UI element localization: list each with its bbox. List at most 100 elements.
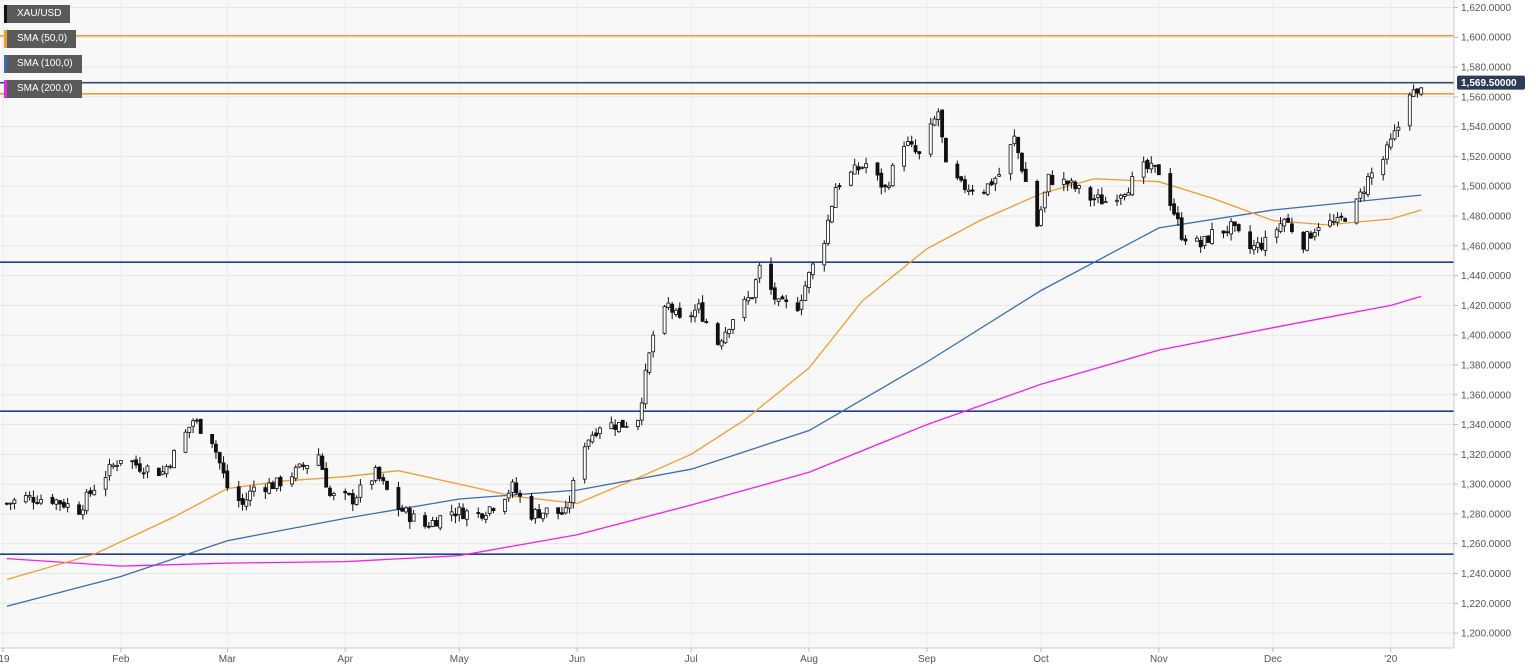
candle-body — [1419, 87, 1424, 95]
candle-body — [1381, 159, 1386, 176]
candle-body — [1073, 181, 1078, 190]
y-tick-label: 1,480.0000 — [1461, 212, 1511, 223]
candle-body — [563, 507, 568, 514]
candle-body — [784, 299, 789, 302]
candle-body — [107, 463, 112, 477]
candle-body — [1385, 144, 1389, 160]
candle-body — [1061, 178, 1066, 185]
candle-body — [970, 189, 975, 192]
candle-body — [1236, 224, 1241, 232]
y-tick-label: 1,360.0000 — [1461, 390, 1511, 401]
last-price-box — [1457, 75, 1525, 90]
y-tick-label: 1,400.0000 — [1461, 331, 1511, 342]
candle-body — [1259, 242, 1264, 250]
candle-body — [1225, 231, 1230, 234]
y-tick-label: 1,560.0000 — [1461, 92, 1511, 103]
candle-body — [118, 460, 123, 464]
candle-body — [1415, 88, 1420, 94]
candle-body — [23, 495, 28, 503]
legend-item-sma-50[interactable]: SMA (50,0) — [4, 30, 82, 48]
candle-body — [1358, 191, 1363, 199]
candle-body — [350, 493, 355, 505]
candle-body — [267, 482, 272, 494]
candle-body — [271, 482, 275, 490]
legend-item-sma-100[interactable]: SMA (100,0) — [4, 55, 82, 73]
candle-body — [400, 507, 405, 512]
candle-body — [928, 123, 933, 155]
candle-body — [917, 151, 922, 155]
legend-swatch-sma-200 — [4, 80, 7, 98]
candle-body — [483, 515, 488, 520]
candle-body — [807, 272, 811, 288]
legend-item-symbol[interactable]: XAU/USD — [4, 5, 82, 23]
candle-body — [746, 297, 751, 302]
candle-body — [506, 492, 511, 499]
candle-body — [274, 477, 279, 489]
candle-body — [567, 501, 572, 509]
candle-body — [198, 418, 203, 434]
candle-body — [852, 164, 857, 175]
candle-body — [168, 465, 173, 468]
candle-body — [385, 480, 389, 490]
legend-item-sma-200[interactable]: SMA (200,0) — [4, 80, 82, 98]
y-tick-label: 1,380.0000 — [1461, 360, 1511, 371]
candle-body — [35, 502, 40, 504]
candle-body — [423, 515, 427, 527]
candle-body — [742, 298, 747, 318]
y-tick-label: 1,500.0000 — [1461, 182, 1511, 193]
candle-body — [195, 419, 199, 422]
candle-body — [1039, 209, 1043, 226]
candle-body — [776, 298, 781, 302]
candle-body — [480, 513, 484, 519]
candle-body — [856, 166, 861, 171]
candle-body — [624, 425, 629, 428]
candle-body — [1396, 126, 1401, 131]
candle-body — [411, 513, 416, 522]
y-axis-ticks: 1,200.0000 1,220.0000 1,240.0000 1,260.0000… — [1454, 3, 1511, 640]
y-tick-label: 1,280.0000 — [1461, 509, 1511, 520]
candle-body — [989, 181, 994, 186]
y-tick-label: 1,520.0000 — [1461, 152, 1511, 163]
candle-body — [1179, 217, 1184, 240]
candle-body — [1309, 232, 1313, 239]
candle-body — [1088, 187, 1093, 201]
candle-body — [290, 476, 294, 485]
candle-body — [88, 490, 93, 494]
candle-body — [1156, 164, 1161, 176]
candle-body — [1069, 180, 1074, 184]
candle-body — [1035, 180, 1040, 227]
candle-body — [58, 500, 62, 505]
candle-body — [487, 506, 492, 514]
candle-body — [571, 480, 576, 504]
y-tick-label: 1,620.0000 — [1461, 3, 1511, 14]
candle-body — [1118, 194, 1123, 199]
y-tick-label: 1,200.0000 — [1461, 629, 1511, 640]
candle-body — [187, 426, 192, 433]
legend-label-sma-200: SMA (200,0) — [7, 80, 82, 98]
candle-body — [1286, 217, 1291, 223]
x-tick-label: May — [450, 654, 469, 665]
candle-body — [1042, 191, 1047, 209]
y-tick-label: 1,240.0000 — [1461, 569, 1511, 580]
candle-body — [1183, 238, 1188, 242]
candle-body — [936, 111, 941, 120]
candle-body — [955, 163, 960, 179]
candle-body — [1016, 136, 1021, 154]
candle-body — [54, 499, 59, 505]
candle-body — [1282, 218, 1287, 227]
candle-body — [594, 432, 599, 437]
candle-body — [297, 463, 302, 468]
x-tick-label: Feb — [112, 654, 130, 665]
horizontal-levels — [0, 34, 1454, 555]
candle-body — [103, 477, 108, 490]
candle-body — [1194, 237, 1199, 242]
candle-body — [1020, 152, 1024, 172]
candle-body — [639, 402, 644, 421]
candle-body — [160, 471, 165, 475]
candle-body — [1141, 161, 1146, 178]
candle-body — [164, 465, 169, 475]
candle-body — [1206, 235, 1211, 243]
candle-body — [1335, 217, 1340, 223]
candle-body — [715, 323, 720, 345]
